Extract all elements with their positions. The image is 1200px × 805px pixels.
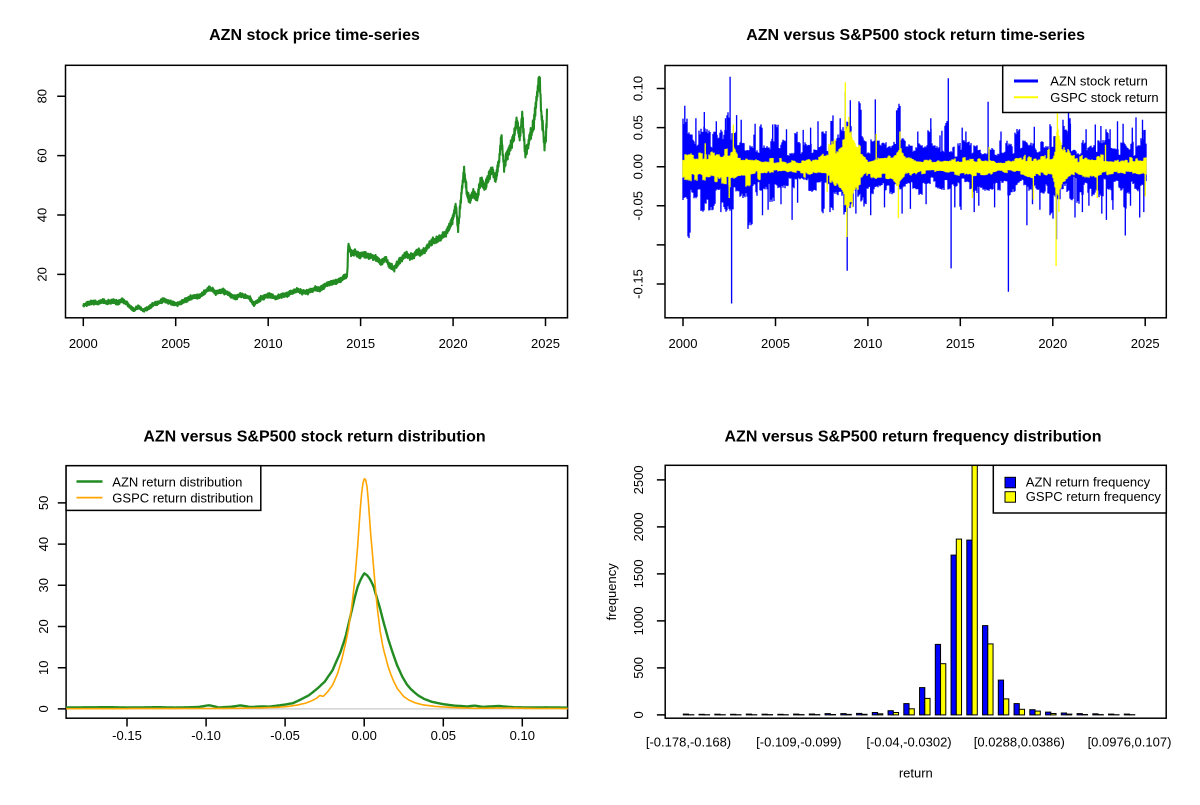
svg-text:2025: 2025 (1131, 336, 1160, 351)
svg-text:AZN versus S&P500 stock return: AZN versus S&P500 stock return distribut… (143, 428, 485, 445)
svg-text:0: 0 (631, 711, 646, 718)
svg-text:-0.15: -0.15 (112, 728, 142, 743)
svg-text:GSPC return frequency: GSPC return frequency (1026, 489, 1162, 504)
svg-text:AZN stock return: AZN stock return (1050, 74, 1148, 89)
svg-text:0: 0 (36, 705, 51, 712)
svg-text:[0.0288,0.0386): [0.0288,0.0386) (974, 735, 1065, 750)
svg-text:GSPC return distribution: GSPC return distribution (112, 490, 253, 505)
svg-text:10: 10 (36, 660, 51, 674)
svg-text:frequency: frequency (604, 563, 619, 621)
svg-text:-0.10: -0.10 (191, 728, 221, 743)
svg-text:return: return (899, 766, 933, 781)
svg-text:50: 50 (36, 496, 51, 510)
svg-text:500: 500 (631, 657, 646, 679)
svg-text:2025: 2025 (531, 336, 560, 351)
svg-text:0.10: 0.10 (630, 76, 645, 101)
svg-text:2010: 2010 (853, 336, 882, 351)
svg-text:40: 40 (35, 208, 50, 222)
svg-text:AZN versus S&P500 return frequ: AZN versus S&P500 return frequency distr… (725, 428, 1102, 445)
svg-text:AZN return distribution: AZN return distribution (112, 475, 242, 490)
svg-text:-0.05: -0.05 (270, 728, 300, 743)
svg-text:0.10: 0.10 (510, 728, 535, 743)
svg-text:2020: 2020 (439, 336, 468, 351)
svg-text:[-0.178,-0.168): [-0.178,-0.168) (646, 735, 731, 750)
svg-text:[0.0976,0.107): [0.0976,0.107) (1088, 735, 1172, 750)
svg-text:20: 20 (36, 619, 51, 633)
svg-text:0.00: 0.00 (352, 728, 377, 743)
svg-text:0.05: 0.05 (431, 728, 456, 743)
svg-text:2020: 2020 (1038, 336, 1067, 351)
svg-text:[-0.109,-0.099): [-0.109,-0.099) (756, 735, 841, 750)
svg-text:60: 60 (35, 148, 50, 162)
svg-text:0.05: 0.05 (630, 115, 645, 140)
svg-text:1000: 1000 (631, 606, 646, 635)
svg-text:2000: 2000 (669, 336, 698, 351)
svg-text:40: 40 (36, 537, 51, 551)
svg-text:-0.05: -0.05 (630, 191, 645, 221)
svg-text:2005: 2005 (761, 336, 790, 351)
svg-text:2000: 2000 (631, 512, 646, 541)
svg-text:2015: 2015 (946, 336, 975, 351)
svg-text:30: 30 (36, 578, 51, 592)
svg-text:0.00: 0.00 (630, 154, 645, 179)
svg-text:2015: 2015 (346, 336, 375, 351)
svg-text:2500: 2500 (631, 465, 646, 494)
svg-text:2005: 2005 (161, 336, 190, 351)
svg-text:AZN versus S&P500 stock return: AZN versus S&P500 stock return time-seri… (746, 27, 1085, 44)
svg-text:AZN return frequency: AZN return frequency (1026, 475, 1151, 490)
svg-text:[-0.04,-0.0302): [-0.04,-0.0302) (866, 735, 951, 750)
svg-text:2000: 2000 (69, 336, 98, 351)
svg-text:1500: 1500 (631, 559, 646, 588)
svg-text:AZN stock price time-series: AZN stock price time-series (209, 27, 420, 44)
svg-text:80: 80 (35, 89, 50, 103)
svg-text:GSPC stock return: GSPC stock return (1050, 90, 1158, 105)
svg-text:-0.15: -0.15 (630, 269, 645, 299)
svg-text:20: 20 (35, 267, 50, 281)
svg-text:2010: 2010 (254, 336, 283, 351)
